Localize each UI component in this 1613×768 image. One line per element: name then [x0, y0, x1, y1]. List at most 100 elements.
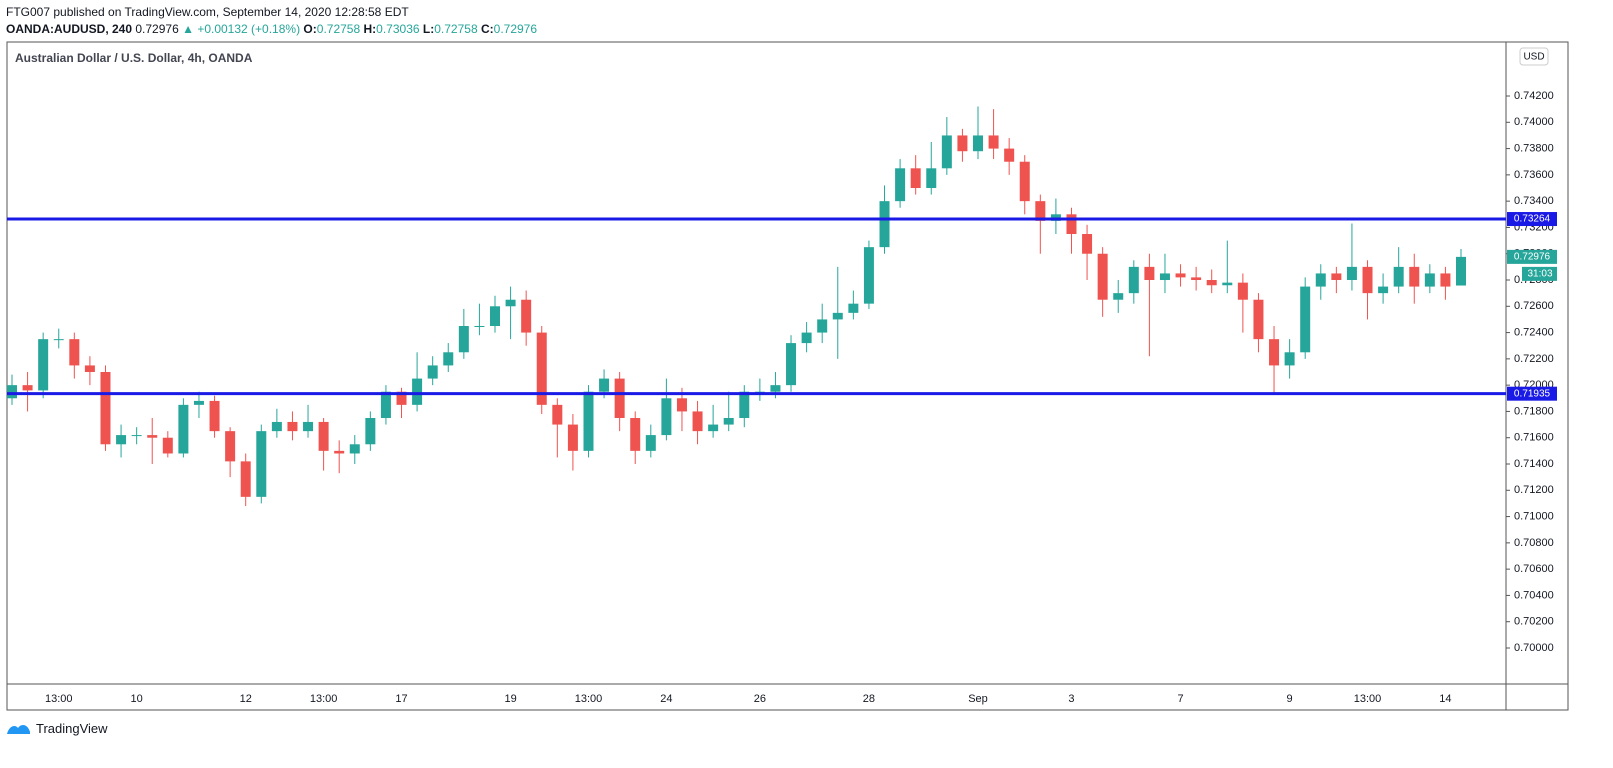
candle-body: [599, 378, 610, 392]
candle-body: [1206, 280, 1217, 286]
y-tick-label: 0.70600: [1514, 563, 1554, 575]
brand: TradingView: [36, 720, 108, 736]
candle-body: [178, 404, 189, 454]
candle-body: [661, 398, 672, 436]
candle-body: [209, 400, 220, 432]
candle-body: [225, 431, 236, 462]
candle-body: [69, 339, 80, 366]
x-tick-label: Sep: [968, 693, 988, 705]
y-tick-label: 0.71600: [1514, 432, 1554, 444]
candle-body: [271, 421, 282, 432]
candle-body: [131, 435, 142, 437]
candle-body: [1097, 253, 1108, 300]
y-tick-label: 0.70400: [1514, 589, 1554, 601]
x-tick-label: 26: [754, 693, 766, 705]
candle-body: [287, 421, 298, 432]
header: FTG007 published on TradingView.com, Sep…: [6, 4, 537, 38]
x-tick-label: 17: [395, 693, 407, 705]
last-price-label: 0.72976: [1514, 252, 1551, 263]
candle-body: [1253, 299, 1264, 340]
candle-body: [895, 168, 906, 202]
x-tick-label: 12: [240, 693, 252, 705]
last-price-bg: [1507, 249, 1557, 264]
candle-body: [1456, 256, 1466, 286]
y-tick-label: 0.71200: [1514, 484, 1554, 496]
candle-body: [365, 418, 376, 445]
c-label: C:: [480, 22, 494, 36]
o-label: O:: [303, 22, 317, 36]
candle-body: [552, 404, 563, 425]
candle-body: [100, 372, 111, 445]
y-tick-label: 0.71400: [1514, 458, 1554, 470]
x-tick-label: 10: [131, 693, 143, 705]
frame: [6, 41, 1569, 711]
y-tick-label: 0.74000: [1514, 116, 1554, 128]
candle-body: [645, 435, 656, 451]
candle-body: [1315, 273, 1326, 287]
candle-body: [349, 444, 360, 454]
x-tick-label: 14: [1439, 693, 1451, 705]
candle-body: [1362, 266, 1373, 294]
y-tick-label: 0.70000: [1514, 642, 1554, 654]
candle-body: [988, 135, 999, 149]
x-tick-label: 7: [1177, 693, 1183, 705]
x-tick-label: 24: [660, 693, 672, 705]
candle-body: [303, 421, 314, 432]
y-tick-label: 0.73400: [1514, 195, 1554, 207]
x-tick-label: 13:00: [45, 693, 73, 705]
x-tick-label: 9: [1287, 693, 1293, 705]
candle-body: [490, 306, 500, 327]
candle-body: [1004, 148, 1015, 162]
l-value: 0.72758: [434, 22, 478, 36]
candle-body: [1019, 161, 1030, 202]
candle-body: [723, 418, 734, 425]
candle-body: [926, 168, 937, 189]
candle-body: [863, 247, 874, 304]
candle-body: [630, 418, 641, 451]
candle-body: [334, 450, 345, 454]
y-tick-label: 0.71000: [1514, 510, 1554, 522]
candle-body: [1128, 266, 1139, 294]
candle-body: [770, 385, 781, 392]
candle-body: [536, 332, 547, 405]
price: 0.72976: [135, 22, 179, 36]
level-label-bg: [1507, 212, 1557, 227]
chart-title: Australian Dollar / U.S. Dollar, 4h, OAN…: [15, 51, 253, 65]
countdown: 31:03: [1527, 269, 1552, 280]
candle-body: [1378, 286, 1389, 294]
candle-body: [739, 391, 750, 419]
candle-body: [1237, 282, 1248, 300]
change: ▲ +0.00132 (+0.18%): [182, 22, 301, 36]
y-tick-label: 0.73600: [1514, 169, 1554, 181]
x-tick-label: 19: [504, 693, 516, 705]
candle-body: [1300, 286, 1311, 353]
candle-body: [614, 378, 625, 419]
candle-body: [505, 299, 516, 307]
candle-body: [412, 378, 423, 405]
candle-body: [116, 435, 127, 445]
y-tick-label: 0.70800: [1514, 537, 1554, 549]
y-tick-label: 0.74200: [1514, 90, 1554, 102]
y-tick-label: 0.72200: [1514, 353, 1554, 365]
candle-body: [957, 135, 968, 152]
candle-body: [396, 391, 407, 405]
symbol: OANDA:AUDUSD, 240: [6, 22, 133, 36]
o-value: 0.72758: [316, 22, 361, 36]
l-label: L:: [422, 22, 435, 36]
candle-body: [240, 461, 251, 497]
x-tick-label: 3: [1068, 693, 1074, 705]
candle-body: [941, 135, 952, 169]
candle-body: [1082, 234, 1093, 254]
candle-body: [84, 365, 95, 373]
c-value: 0.72976: [493, 22, 538, 36]
candle-body: [7, 385, 17, 399]
candle-body: [801, 332, 812, 344]
currency-box: [1519, 47, 1549, 66]
candle-body: [53, 339, 64, 341]
candle-body: [443, 352, 454, 366]
candle-body: [1175, 273, 1186, 278]
candle-body: [1331, 273, 1342, 281]
x-tick-label: 13:00: [1354, 693, 1382, 705]
candle-body: [318, 421, 329, 451]
candle-body: [848, 303, 859, 313]
